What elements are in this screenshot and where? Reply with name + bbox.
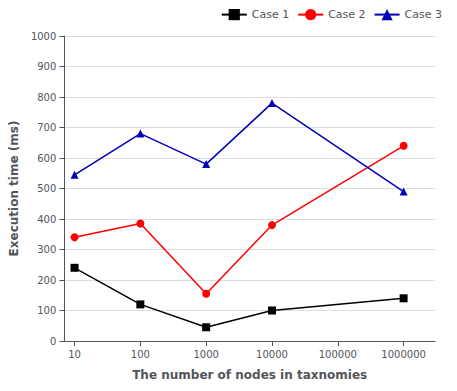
- svg-text:Case 3: Case 3: [405, 8, 442, 21]
- svg-text:1000: 1000: [31, 31, 56, 42]
- svg-text:Execution time (ms): Execution time (ms): [7, 121, 21, 257]
- svg-text:Case 1: Case 1: [252, 8, 289, 21]
- svg-text:100: 100: [37, 305, 56, 316]
- svg-text:500: 500: [37, 183, 56, 194]
- svg-text:0: 0: [50, 336, 56, 347]
- svg-text:Case 2: Case 2: [328, 8, 365, 21]
- svg-text:100000: 100000: [319, 349, 357, 360]
- svg-text:200: 200: [37, 275, 56, 286]
- svg-text:10: 10: [68, 349, 81, 360]
- svg-text:The number of nodes in taxnomi: The number of nodes in taxnomies: [132, 368, 367, 382]
- svg-text:700: 700: [37, 122, 56, 133]
- svg-text:400: 400: [37, 214, 56, 225]
- svg-text:600: 600: [37, 153, 56, 164]
- svg-text:100: 100: [131, 349, 150, 360]
- svg-text:300: 300: [37, 244, 56, 255]
- svg-text:800: 800: [37, 92, 56, 103]
- svg-text:900: 900: [37, 61, 56, 72]
- svg-text:1000: 1000: [193, 349, 218, 360]
- svg-text:1000000: 1000000: [381, 349, 426, 360]
- svg-text:10000: 10000: [256, 349, 288, 360]
